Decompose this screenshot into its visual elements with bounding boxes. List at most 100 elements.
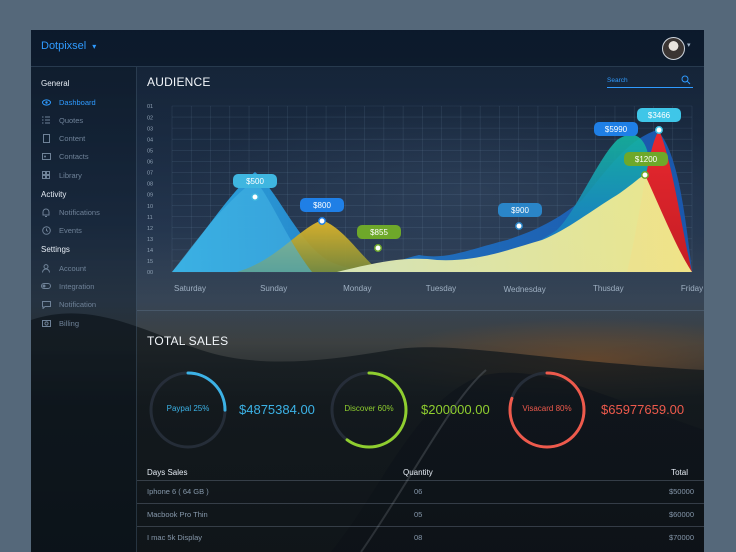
bell-icon xyxy=(41,208,51,218)
value-tag-label: $855 xyxy=(370,228,388,237)
toggle-icon xyxy=(41,281,51,291)
y-tick-label: 10 xyxy=(147,204,153,210)
sales-donut: Discover 60% xyxy=(329,370,409,450)
cell-product: Iphone 6 ( 64 GB ) xyxy=(147,487,209,496)
background-overlay xyxy=(31,30,704,552)
donut-progress xyxy=(508,371,586,449)
chevron-down-icon[interactable]: ▾ xyxy=(687,42,691,49)
value-tag[interactable]: $500 xyxy=(233,174,277,201)
id-card-icon xyxy=(41,152,51,162)
clock-icon xyxy=(41,226,51,236)
data-point[interactable] xyxy=(515,222,523,230)
value-tag-label: $5990 xyxy=(605,125,628,134)
sidebar-item-events[interactable]: Events xyxy=(41,224,135,238)
table-row[interactable]: Macbook Pro Thin 05 $60000 xyxy=(137,503,704,526)
top-bar: Dotpixsel ▾ ▾ xyxy=(31,30,704,67)
donut-progress xyxy=(330,371,408,449)
brand-menu[interactable]: Dotpixsel ▾ xyxy=(41,40,96,52)
value-tag[interactable]: $800 xyxy=(300,198,344,225)
sidebar-item-label: Contacts xyxy=(59,152,89,162)
chevron-down-icon: ▾ xyxy=(92,42,97,51)
sidebar-item-quotes[interactable]: Quotes xyxy=(41,113,135,127)
message-icon xyxy=(41,300,51,310)
sidebar-item-label: Events xyxy=(59,226,82,236)
value-tag[interactable]: $1200 xyxy=(624,152,668,179)
area-light-blue xyxy=(172,180,312,272)
x-tick-label: Saturday xyxy=(174,284,206,293)
data-point[interactable] xyxy=(251,193,259,201)
value-tag[interactable]: $855 xyxy=(357,225,401,252)
donut-label: Visacard 80% xyxy=(522,404,572,413)
y-tick-label: 00 xyxy=(147,270,153,276)
donut-progress xyxy=(149,371,227,449)
sidebar-item-billing[interactable]: Billing xyxy=(41,316,135,330)
avatar[interactable] xyxy=(662,37,685,60)
sidebar-item-library[interactable]: Library xyxy=(41,168,135,182)
value-tag-label: $1200 xyxy=(635,155,658,164)
data-point[interactable] xyxy=(641,171,649,179)
y-tick-label: 12 xyxy=(147,226,153,232)
y-tick-label: 04 xyxy=(147,137,153,143)
y-tick-label: 03 xyxy=(147,126,153,132)
x-tick-label: Thusday xyxy=(593,284,624,293)
camera-icon xyxy=(41,318,51,328)
chart-areas xyxy=(172,130,692,272)
sidebar-item-label: Notifications xyxy=(59,208,100,217)
section-divider xyxy=(137,310,704,311)
data-point[interactable] xyxy=(374,244,382,252)
table-row[interactable]: I mac 5k Display 08 $70000 xyxy=(137,526,704,549)
value-tag-label: $800 xyxy=(313,201,331,210)
sidebar-item-notifications[interactable]: Notifications xyxy=(41,206,135,220)
x-tick-label: Sunday xyxy=(260,284,287,293)
cell-total: $50000 xyxy=(668,487,694,496)
x-tick-label: Wednesday xyxy=(504,285,546,294)
sidebar-item-label: Library xyxy=(59,170,82,180)
search-box[interactable] xyxy=(607,74,693,88)
sidebar-section-title: Settings xyxy=(41,245,70,255)
search-icon[interactable] xyxy=(681,75,691,85)
y-tick-label: 06 xyxy=(147,160,153,166)
sidebar-item-label: Quotes xyxy=(59,115,84,125)
eye-icon xyxy=(41,97,51,107)
y-tick-label: 13 xyxy=(147,237,153,243)
sidebar-item-label: Billing xyxy=(59,318,80,328)
column-header-days-sales: Days Sales xyxy=(147,468,188,477)
sidebar-item-label: Content xyxy=(59,134,86,144)
value-tag-label: $3466 xyxy=(648,111,671,120)
sidebar-item-notification[interactable]: Notification xyxy=(41,298,135,312)
y-tick-label: 14 xyxy=(147,248,153,254)
search-input[interactable] xyxy=(607,74,675,86)
sidebar-item-dashboard[interactable]: Dashboard xyxy=(41,95,135,109)
value-tag[interactable]: $900 xyxy=(498,203,542,230)
grid-icon xyxy=(41,170,51,180)
cell-total: $60000 xyxy=(668,510,694,519)
sales-donut: Paypal 25% xyxy=(148,370,228,450)
document-icon xyxy=(41,134,51,144)
y-tick-label: 02 xyxy=(147,115,153,121)
data-point[interactable] xyxy=(318,217,326,225)
sidebar-item-account[interactable]: Account xyxy=(41,261,135,275)
x-tick-label: Tuesday xyxy=(426,284,456,293)
table-row[interactable]: Iphone 6 ( 64 GB ) 06 $50000 xyxy=(137,480,704,503)
x-tick-label: Monday xyxy=(343,284,371,293)
y-tick-label: 09 xyxy=(147,193,153,199)
total-sales-title: TOTAL SALES xyxy=(147,334,229,348)
sales-amount: $4875384.00 xyxy=(239,402,315,417)
sidebar-item-contacts[interactable]: Contacts xyxy=(41,150,135,164)
y-tick-label: 05 xyxy=(147,148,153,154)
dashboard-window: Dotpixsel ▾ ▾ General Dashboard Quotes Conte… xyxy=(31,30,704,552)
donut-label: Discover 60% xyxy=(344,404,394,413)
y-axis: 01 02 03 04 05 06 07 08 09 10 11 12 13 14 15 00 xyxy=(147,104,153,276)
donut-ring xyxy=(330,371,408,449)
sales-amount: $200000.00 xyxy=(421,402,490,417)
sidebar-item-integration[interactable]: Integration xyxy=(41,279,135,293)
y-tick-label: 11 xyxy=(147,215,153,221)
value-tag[interactable]: $3466 xyxy=(637,108,681,134)
sidebar-item-content[interactable]: Content xyxy=(41,132,135,146)
x-tick-label: Friday xyxy=(681,284,703,293)
data-point[interactable] xyxy=(655,126,663,134)
value-tag-label: $900 xyxy=(511,206,529,215)
user-icon xyxy=(41,263,51,273)
area-yellow xyxy=(337,175,692,272)
x-axis: Saturday Sunday Monday Tuesday Wednesday Thus… xyxy=(174,284,703,294)
